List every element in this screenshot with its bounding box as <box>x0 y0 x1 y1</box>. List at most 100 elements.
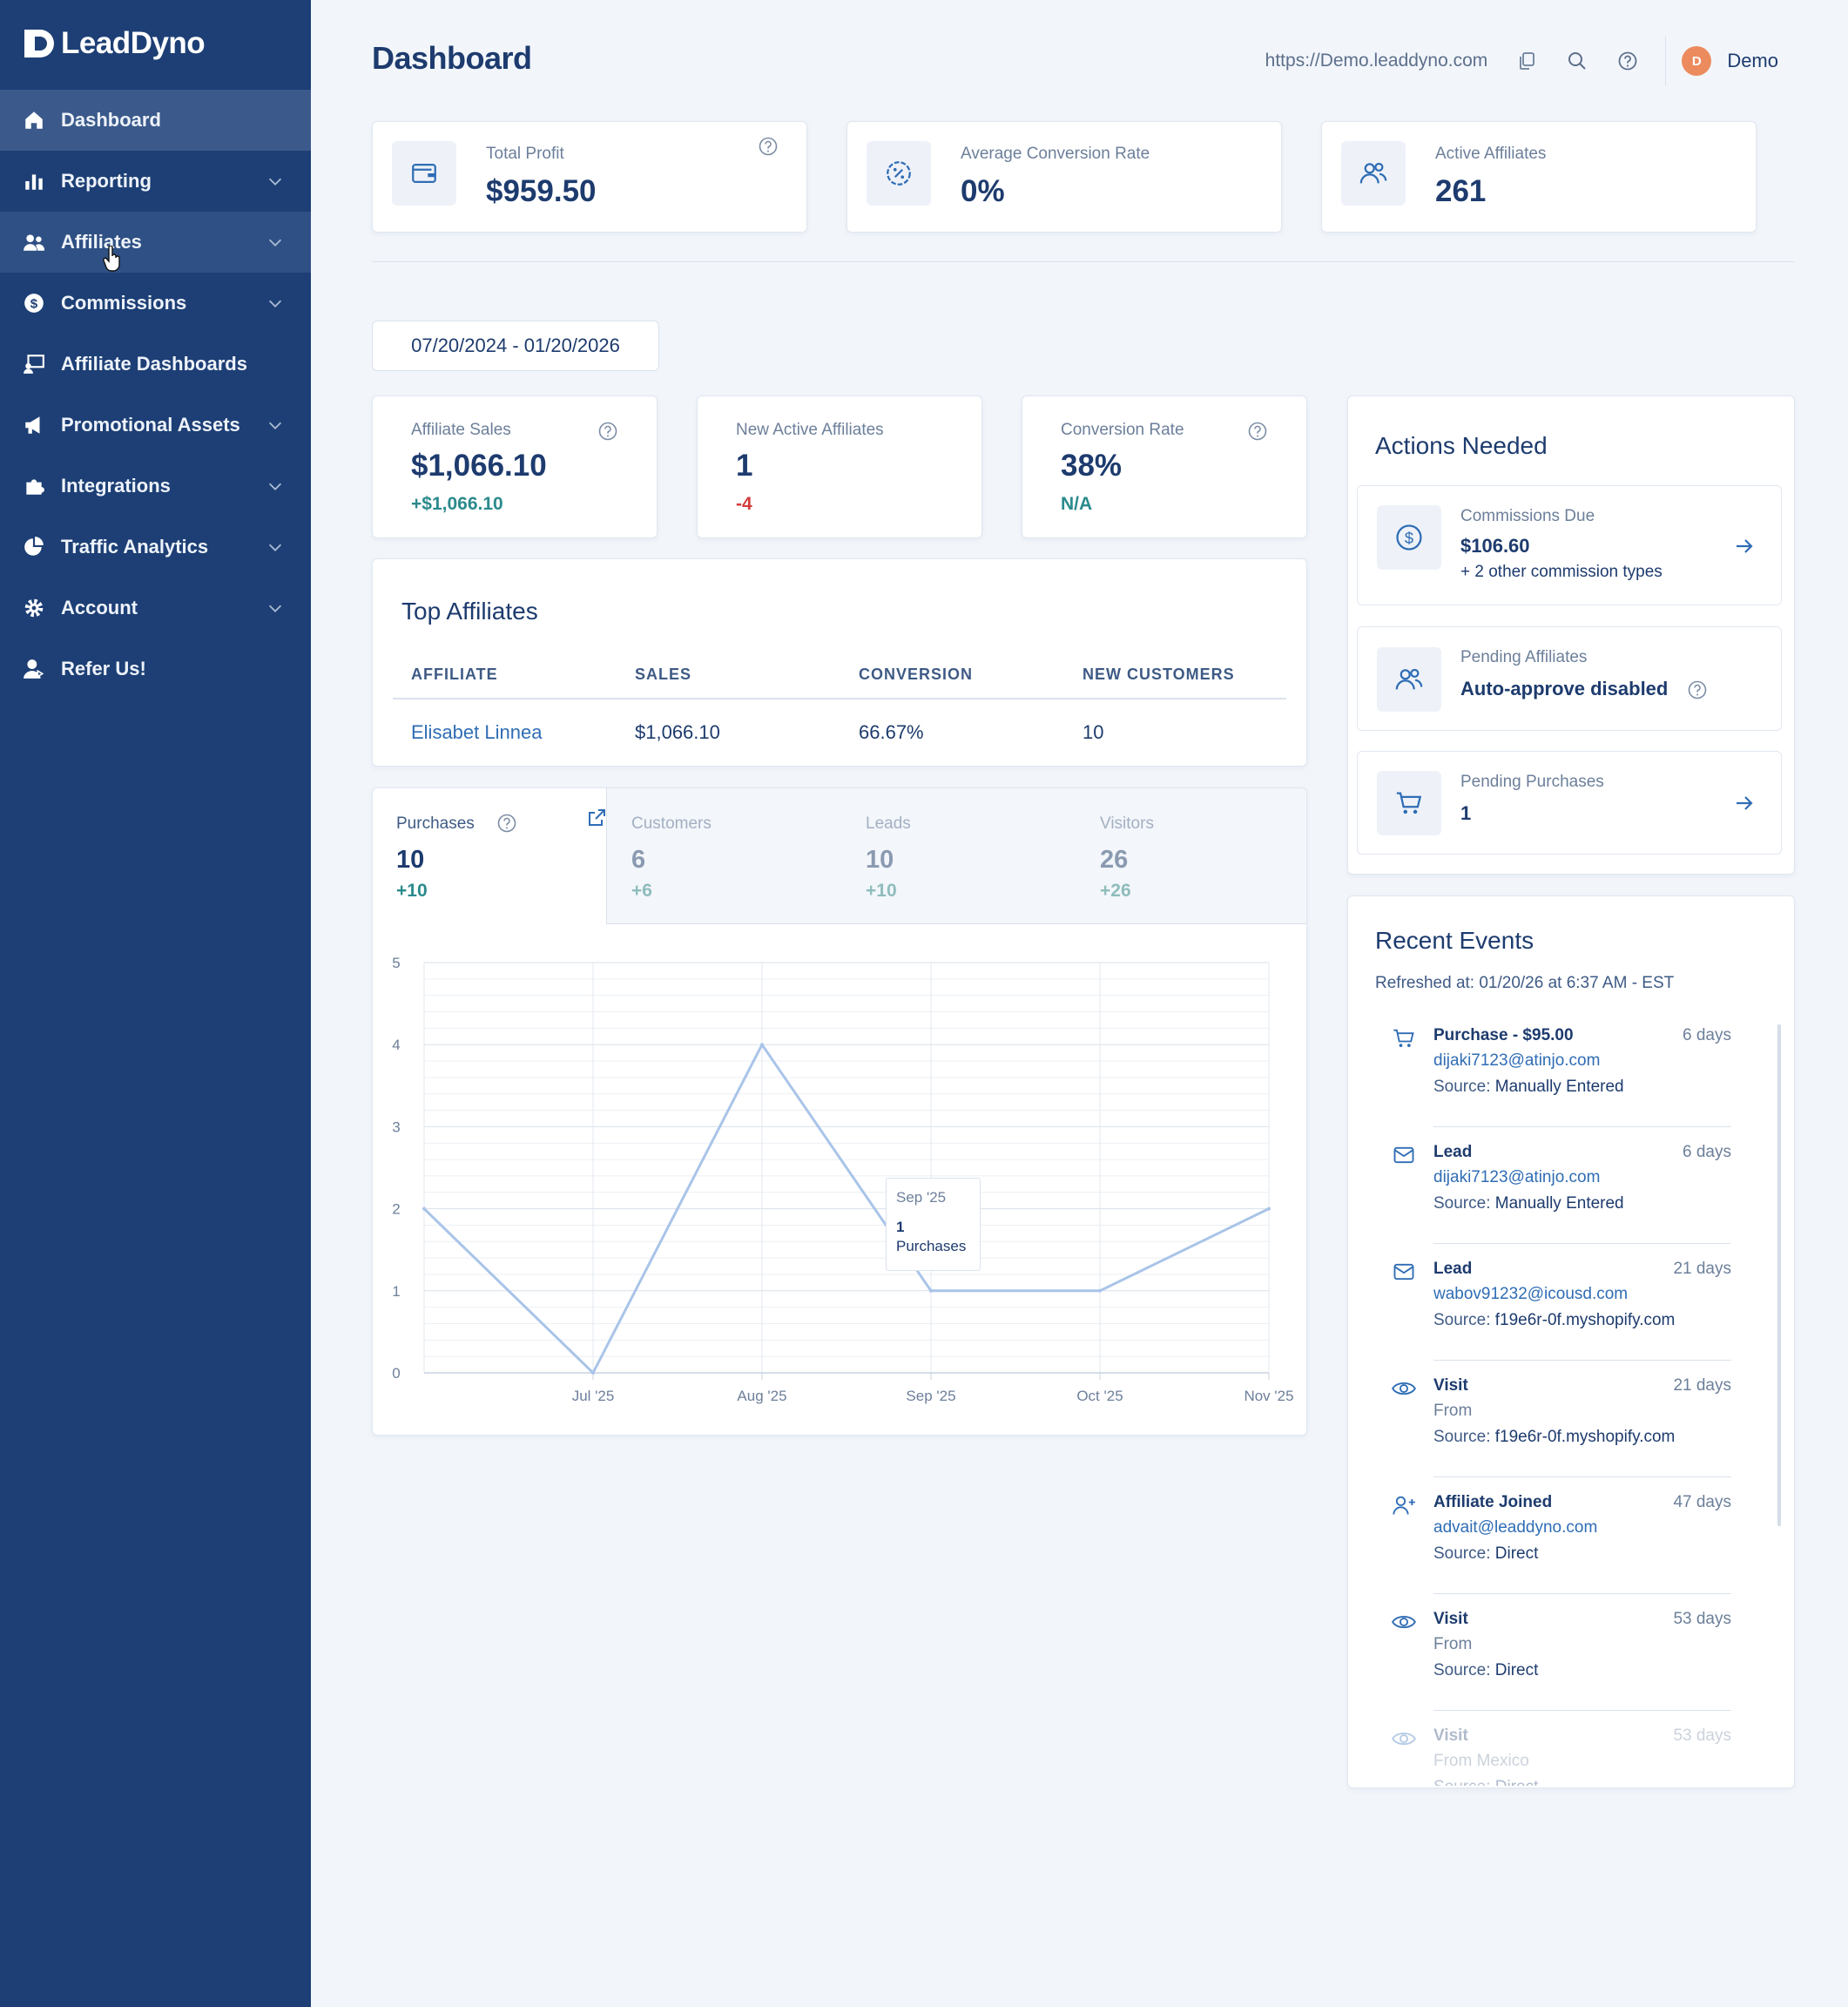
list-item[interactable]: Visit 53 days From Mexico Source: Direct <box>1357 1711 1780 1786</box>
sidebar-item-reporting[interactable]: Reporting <box>0 151 311 212</box>
chevron-down-icon <box>268 178 282 186</box>
sidebar-item-promotional-assets[interactable]: Promotional Assets <box>0 395 311 456</box>
kpi-delta: N/A <box>1061 494 1093 514</box>
source-label: Source: <box>1433 1428 1491 1446</box>
list-item[interactable]: Purchase - $95.00 6 days dijaki7123@atin… <box>1357 1010 1780 1127</box>
dollar-icon: $ <box>21 290 47 316</box>
event-title: Affiliate Joined <box>1433 1493 1553 1511</box>
page-title: Dashboard <box>372 40 532 76</box>
purchases-line-chart: 0 1 2 3 4 5 Jul '25 Aug '25 Sep '25 Oct '25 Nov '2… <box>392 955 1293 1404</box>
table-cell: 66.67% <box>859 721 924 743</box>
users-icon <box>1341 141 1406 206</box>
sidebar-item-affiliate-dashboards[interactable]: Affiliate Dashboards <box>0 334 311 395</box>
help-icon[interactable] <box>496 813 517 834</box>
event-source: Source: f19e6r-0f.myshopify.com <box>1433 1428 1675 1447</box>
action-value: $106.60 <box>1460 535 1530 557</box>
sidebar-item-affiliates[interactable]: Affiliates <box>0 212 311 273</box>
help-icon[interactable] <box>1616 50 1639 72</box>
help-icon[interactable] <box>1247 421 1268 442</box>
tab-label: Visitors <box>1100 814 1154 833</box>
tab-customers[interactable]: Customers 6 +6 <box>631 788 840 924</box>
sidebar: LeadDyno Dashboard Reporting Affiliates … <box>0 0 311 2007</box>
event-title: Lead <box>1433 1143 1473 1161</box>
source-value: Manually Entered <box>1494 1194 1624 1213</box>
arrow-right-icon[interactable] <box>1734 793 1755 814</box>
arrow-right-icon[interactable] <box>1734 536 1755 557</box>
events-scrollbar[interactable] <box>1777 1024 1781 1526</box>
event-detail[interactable]: dijaki7123@atinjo.com <box>1433 1051 1601 1070</box>
eye-icon <box>1392 1382 1416 1395</box>
help-icon[interactable] <box>758 136 779 157</box>
sidebar-item-label: Reporting <box>61 170 152 192</box>
sidebar-item-refer-us[interactable]: Refer Us! <box>0 639 311 699</box>
eye-icon <box>1392 1615 1416 1629</box>
site-url[interactable]: https://Demo.leaddyno.com <box>1265 51 1488 71</box>
avatar[interactable]: D <box>1682 46 1712 76</box>
column-header[interactable]: SALES <box>635 666 692 683</box>
chevron-down-icon <box>268 483 282 490</box>
data-point <box>422 1206 426 1211</box>
tab-label: Customers <box>631 814 712 833</box>
dollar-circle-icon: $ <box>1377 505 1441 570</box>
column-header[interactable]: AFFILIATE <box>411 666 498 683</box>
search-icon[interactable] <box>1566 50 1588 72</box>
source-value: Direct <box>1494 1544 1539 1563</box>
sidebar-item-traffic-analytics[interactable]: Traffic Analytics <box>0 517 311 578</box>
commissions-due-action[interactable]: $ Commissions Due $106.60 + 2 other comm… <box>1357 485 1782 605</box>
sidebar-item-label: Commissions <box>61 292 187 314</box>
affiliate-sales-card: Affiliate Sales $1,066.10 +$1,066.10 <box>372 395 658 538</box>
tab-delta: +10 <box>396 881 428 901</box>
conversion-rate-card: Conversion Rate 38% N/A <box>1022 395 1307 538</box>
recent-events-card <box>1347 895 1795 1788</box>
sidebar-item-integrations[interactable]: Integrations <box>0 456 311 517</box>
help-icon[interactable] <box>597 421 618 442</box>
list-item[interactable]: Lead 6 days dijaki7123@atinjo.com Source… <box>1357 1127 1780 1244</box>
chevron-down-icon <box>268 422 282 429</box>
external-link-icon[interactable] <box>586 808 607 828</box>
wallet-icon <box>392 141 456 206</box>
sidebar-item-commissions[interactable]: $ Commissions <box>0 273 311 334</box>
new-active-affiliates-card: New Active Affiliates 1 -4 <box>697 395 982 538</box>
stat-label: Total Profit <box>486 145 564 163</box>
y-tick-label: 2 <box>392 1201 400 1218</box>
header-toolbar: https://Demo.leaddyno.com D Demo <box>1265 37 1778 85</box>
tab-leads[interactable]: Leads 10 +10 <box>866 788 1075 924</box>
list-item[interactable]: Affiliate Joined 47 days advait@leaddyno… <box>1357 1477 1780 1594</box>
sidebar-item-label: Promotional Assets <box>61 414 240 436</box>
pending-purchases-action[interactable]: Pending Purchases 1 <box>1357 751 1782 855</box>
recent-events-list[interactable]: Purchase - $95.00 6 days dijaki7123@atin… <box>1357 1010 1780 1786</box>
tab-value: 26 <box>1100 846 1129 874</box>
kpi-label: Affiliate Sales <box>411 421 511 439</box>
source-label: Source: <box>1433 1078 1491 1096</box>
refreshed-timestamp: Refreshed at: 01/20/26 at 6:37 AM - EST <box>1375 974 1675 992</box>
event-source: Source: Direct <box>1433 1544 1538 1564</box>
sidebar-item-dashboard[interactable]: Dashboard <box>0 90 311 151</box>
event-time: 53 days <box>1673 1727 1731 1745</box>
percent-badge-icon <box>867 141 931 206</box>
event-detail[interactable]: advait@leaddyno.com <box>1433 1518 1598 1537</box>
sidebar-item-label: Integrations <box>61 475 171 497</box>
date-range-picker[interactable]: 07/20/2024 - 01/20/2026 <box>372 321 659 371</box>
help-icon[interactable] <box>1687 679 1708 700</box>
brand-logo[interactable]: LeadDyno <box>23 26 206 61</box>
data-point <box>929 1288 933 1293</box>
home-icon <box>21 107 47 133</box>
event-source: Source: Direct <box>1433 1778 1538 1786</box>
pending-affiliates-action[interactable]: Pending Affiliates Auto-approve disabled <box>1357 626 1782 731</box>
column-header[interactable]: NEW CUSTOMERS <box>1082 666 1235 683</box>
list-item[interactable]: Visit 21 days From Source: f19e6r-0f.mys… <box>1357 1361 1780 1477</box>
copy-icon[interactable] <box>1515 50 1538 72</box>
event-detail[interactable]: dijaki7123@atinjo.com <box>1433 1168 1601 1186</box>
kpi-label: Conversion Rate <box>1061 421 1184 439</box>
sidebar-item-account[interactable]: Account <box>0 578 311 639</box>
list-item[interactable]: Visit 53 days From Source: Direct <box>1357 1594 1780 1711</box>
bar-chart-icon <box>21 168 47 194</box>
tooltip-title: Sep '25 <box>896 1189 947 1206</box>
affiliate-name-link[interactable]: Elisabet Linnea <box>411 721 543 743</box>
column-header[interactable]: CONVERSION <box>859 666 974 683</box>
event-detail[interactable]: wabov91232@icousd.com <box>1433 1285 1629 1303</box>
user-name[interactable]: Demo <box>1727 50 1778 71</box>
tab-purchases[interactable]: Purchases 10 +10 <box>396 788 605 924</box>
tab-visitors[interactable]: Visitors 26 +26 <box>1100 788 1292 924</box>
list-item[interactable]: Lead 21 days wabov91232@icousd.com Sourc… <box>1357 1244 1780 1361</box>
